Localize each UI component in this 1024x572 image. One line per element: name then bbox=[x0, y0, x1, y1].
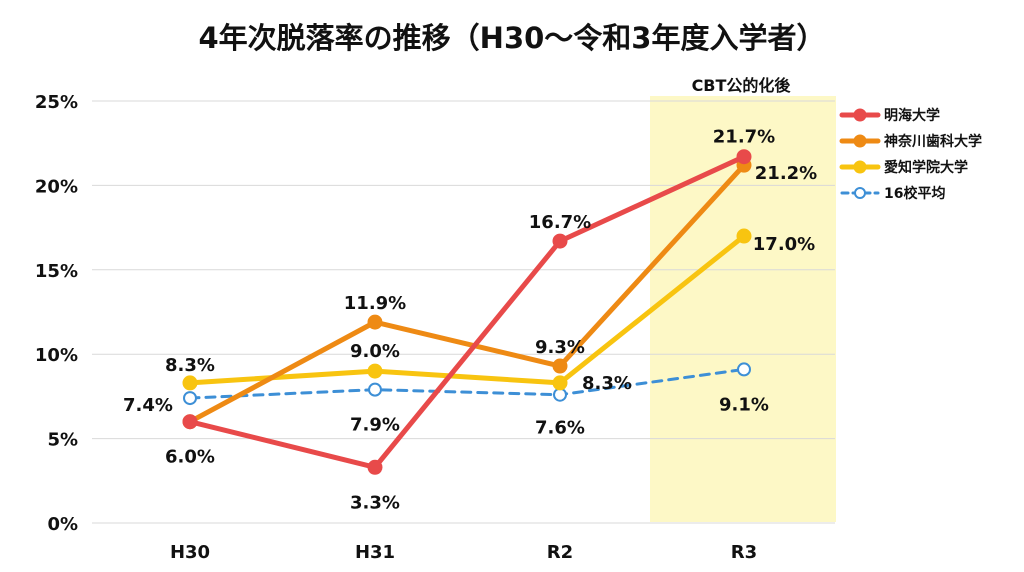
data-point bbox=[737, 362, 751, 377]
data-point bbox=[736, 149, 752, 165]
y-tick-label: 15% bbox=[35, 261, 78, 282]
y-tick-label: 5% bbox=[47, 430, 78, 451]
grid bbox=[92, 100, 835, 524]
legend-entry: 愛知学院大学 bbox=[884, 159, 968, 176]
data-point bbox=[552, 233, 568, 249]
data-label: 6.0% bbox=[165, 447, 215, 468]
legend-swatch-marker bbox=[853, 134, 867, 148]
x-axis: H30 H31 R2 R3 bbox=[170, 542, 757, 563]
data-label: 7.6% bbox=[535, 418, 585, 439]
data-point bbox=[552, 375, 568, 391]
data-point bbox=[182, 414, 198, 430]
series-line bbox=[187, 162, 747, 425]
data-point bbox=[367, 459, 383, 475]
cbt-annotation: CBT公的化後 bbox=[692, 76, 792, 95]
data-label: 9.3% bbox=[535, 337, 585, 358]
chart-title: 4年次脱落率の推移（H30〜令和3年度入学者） bbox=[199, 21, 826, 55]
data-label: 11.9% bbox=[344, 293, 406, 314]
data-point bbox=[368, 382, 382, 397]
legend-swatch-marker bbox=[854, 187, 866, 199]
data-point bbox=[553, 387, 567, 402]
legend-swatch-marker bbox=[853, 108, 867, 122]
x-tick-label: R3 bbox=[731, 542, 757, 563]
data-label: 7.9% bbox=[350, 415, 400, 436]
data-point bbox=[736, 228, 752, 244]
data-label: 9.0% bbox=[350, 341, 400, 362]
series-line bbox=[188, 367, 746, 400]
y-axis: 0% 5% 10% 15% 20% 25% bbox=[35, 92, 78, 535]
data-label: 21.7% bbox=[713, 127, 775, 148]
y-tick-label: 20% bbox=[35, 176, 78, 197]
data-label: 21.2% bbox=[755, 163, 817, 184]
data-label: 8.3% bbox=[165, 355, 215, 376]
x-tick-label: H30 bbox=[170, 542, 210, 563]
legend-entry: 16校平均 bbox=[884, 185, 945, 202]
y-tick-label: 10% bbox=[35, 345, 78, 366]
data-point bbox=[367, 363, 383, 379]
data-point bbox=[183, 391, 197, 406]
data-label: 7.4% bbox=[123, 395, 173, 416]
x-tick-label: H31 bbox=[355, 542, 395, 563]
series bbox=[182, 149, 752, 475]
series-line bbox=[187, 233, 747, 386]
series-line bbox=[187, 154, 747, 470]
data-labels: 3.3% 16.7% 21.7% 6.0% 11.9% 9.3% 21.2% 8.3% 9.0%… bbox=[123, 127, 817, 514]
x-tick-label: R2 bbox=[547, 542, 573, 563]
data-label: 3.3% bbox=[350, 492, 400, 513]
legend-entry: 神奈川歯科大学 bbox=[884, 133, 982, 150]
data-label: 8.3% bbox=[582, 373, 632, 394]
y-tick-label: 25% bbox=[35, 92, 78, 113]
legend-swatch-marker bbox=[853, 160, 867, 174]
y-tick-label: 0% bbox=[47, 514, 78, 535]
data-label: 16.7% bbox=[529, 212, 591, 233]
data-point bbox=[182, 375, 198, 391]
data-label: 17.0% bbox=[753, 234, 815, 255]
data-point bbox=[367, 314, 383, 330]
data-label: 9.1% bbox=[719, 394, 769, 415]
legend-entry: 明海大学 bbox=[884, 107, 940, 124]
data-point bbox=[552, 358, 568, 374]
